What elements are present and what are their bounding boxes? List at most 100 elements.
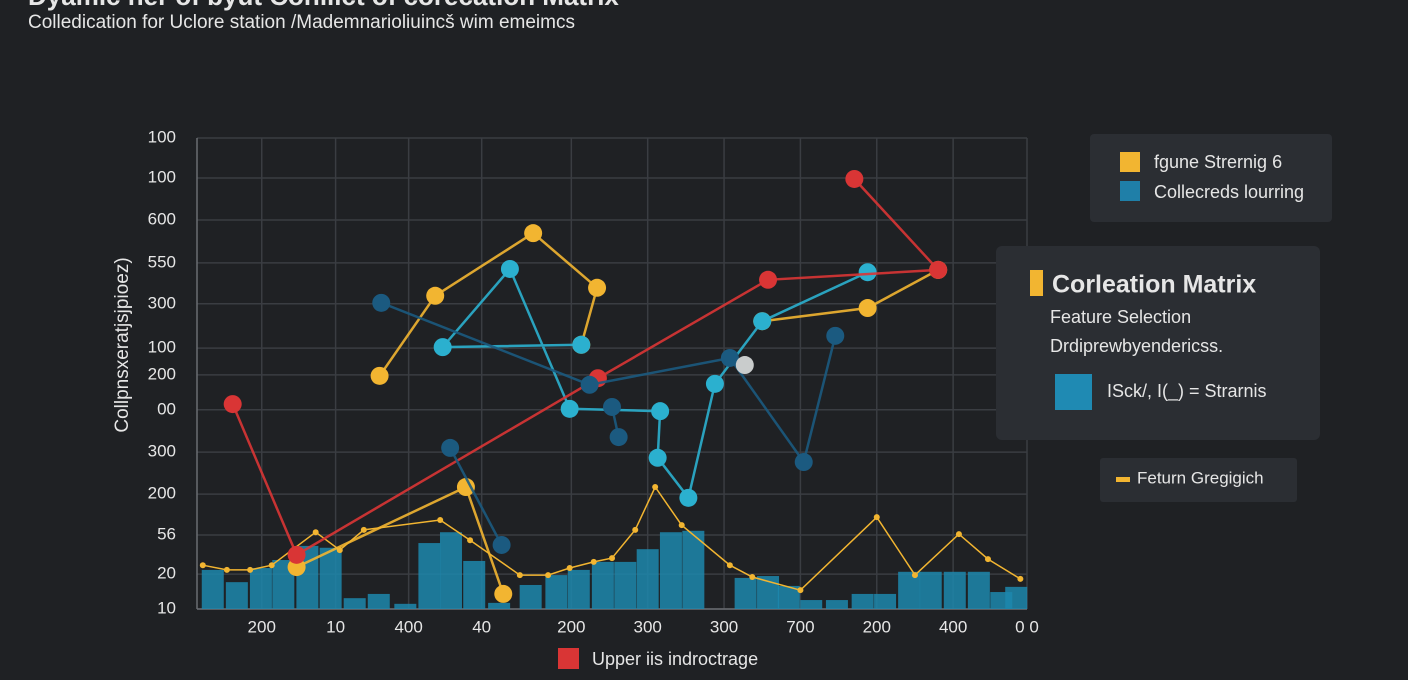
x-tick-label: 0 0: [1015, 617, 1039, 636]
bar: [682, 530, 705, 609]
bar: [636, 549, 659, 609]
legend-label: Upper iis indroctrage: [592, 649, 758, 669]
point: [794, 453, 813, 472]
y-tick-label: 56: [157, 525, 176, 544]
bar: [777, 585, 800, 609]
chart-subtitle: Colledication for Uclore station /Mademn…: [28, 12, 575, 33]
point: [524, 224, 543, 243]
point: [720, 348, 739, 367]
y-tick-label: 300: [148, 293, 176, 312]
legend-box: [1100, 458, 1297, 502]
point: [652, 484, 659, 491]
bar: [394, 603, 417, 609]
x-tick-label: 700: [786, 617, 814, 636]
point: [648, 448, 667, 467]
point: [247, 566, 254, 573]
y-tick-label: 600: [148, 209, 176, 228]
bar: [418, 543, 441, 609]
y-tick-label: 00: [157, 399, 176, 418]
line: [231, 178, 941, 557]
legend-swatch: [1116, 477, 1130, 482]
bar: [967, 571, 990, 609]
bar: [545, 575, 568, 609]
y-tick-label: 20: [157, 564, 176, 583]
point: [467, 537, 474, 544]
x-tick-label: 400: [939, 617, 967, 636]
point: [955, 531, 962, 538]
legend-box: [1090, 134, 1332, 222]
bar: [343, 598, 366, 609]
point: [545, 572, 552, 579]
point: [749, 573, 756, 580]
point: [437, 516, 444, 523]
point: [441, 438, 460, 457]
line: [439, 266, 869, 501]
plot: 100 100 600 550 300 100 200 00 300 200 56 20 10 200 10…: [148, 127, 1039, 636]
bar: [898, 571, 921, 609]
panel-accent: [1030, 270, 1043, 296]
y-tick-label: 10: [157, 598, 176, 617]
bar: [272, 560, 295, 609]
y-tick-label: 300: [148, 442, 176, 461]
x-tick-label: 200: [248, 617, 276, 636]
bar: [367, 593, 390, 609]
point: [199, 562, 206, 569]
point: [560, 399, 579, 418]
bar: [874, 593, 897, 609]
bar: [591, 561, 614, 609]
point: [287, 545, 306, 564]
bar: [659, 532, 682, 609]
legend-label: Collecreds lourring: [1154, 182, 1304, 202]
point: [572, 335, 591, 354]
bar: [319, 547, 342, 609]
point: [753, 312, 772, 331]
point: [984, 556, 991, 563]
point: [456, 478, 475, 497]
bar: [943, 571, 966, 609]
point: [826, 326, 845, 345]
y-tick-label: 100: [148, 168, 176, 187]
point: [726, 562, 733, 569]
legend-swatch: [558, 648, 579, 669]
point: [845, 169, 864, 188]
point: [678, 522, 685, 529]
point: [516, 572, 523, 579]
point: [632, 526, 639, 533]
point: [433, 338, 452, 357]
bar: [734, 577, 757, 609]
point: [609, 428, 628, 447]
y-tick-label: 100: [148, 127, 176, 146]
panel-formula: ISck/, I(_) = Strarnis: [1107, 381, 1267, 402]
point: [588, 278, 607, 297]
y-tick-label: 100: [148, 338, 176, 357]
point: [370, 366, 389, 385]
point: [360, 526, 367, 533]
point: [651, 402, 670, 421]
point: [372, 293, 391, 312]
y-tick-label: 550: [148, 252, 176, 271]
legend-label: Feturn Gregigich: [1137, 468, 1264, 487]
x-tick-label: 10: [326, 617, 345, 636]
x-tick-label: 300: [710, 617, 738, 636]
legend-swatch: [1120, 181, 1140, 201]
point: [911, 572, 918, 579]
bar: [757, 576, 780, 609]
point: [312, 529, 319, 536]
point: [223, 566, 230, 573]
bar: [201, 569, 224, 609]
point: [426, 286, 445, 305]
point: [590, 558, 597, 565]
bar: [825, 600, 848, 609]
y-tick-label: 200: [148, 484, 176, 503]
point: [797, 587, 804, 594]
bar: [225, 582, 248, 609]
point: [679, 488, 698, 507]
point: [223, 395, 242, 414]
point: [609, 555, 615, 562]
y-tick-label: 200: [148, 364, 176, 383]
bar: [249, 568, 272, 609]
bar: [439, 532, 462, 609]
bar: [800, 600, 823, 609]
